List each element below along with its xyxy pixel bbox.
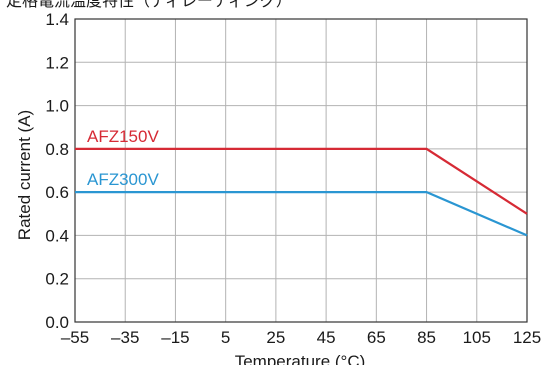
x-tick-label: –55 <box>61 328 89 347</box>
y-tick-label: 0.2 <box>45 270 69 289</box>
x-tick-label: 85 <box>417 328 436 347</box>
y-tick-label: 0.6 <box>45 183 69 202</box>
series-label-afz300v: AFZ300V <box>87 170 159 189</box>
x-tick-label: 105 <box>463 328 491 347</box>
x-tick-label: 65 <box>367 328 386 347</box>
plot-frame <box>74 18 528 323</box>
y-tick-label: 0.4 <box>45 226 69 245</box>
x-tick-label: –35 <box>111 328 139 347</box>
series-line-afz150v <box>75 147 528 215</box>
x-axis-title: Temperature (°C) <box>235 352 366 365</box>
y-tick-label: 0.8 <box>45 140 69 159</box>
tick-labels: –55 –35 –15 5 25 45 65 85 105 125 0.0 0.2 0.4 0.6 0.8 1… <box>45 10 541 347</box>
x-tick-label: –15 <box>161 328 189 347</box>
x-tick-label: 25 <box>266 328 285 347</box>
x-tick-label: 45 <box>317 328 336 347</box>
chart-title: 定格電流温度特性（ディレーティング） <box>6 0 292 10</box>
y-tick-label: 1.0 <box>45 97 69 116</box>
series-layer: AFZ150V AFZ300V <box>74 127 528 237</box>
series-label-afz150v: AFZ150V <box>87 127 159 146</box>
y-axis-title: Rated current (A) <box>15 110 34 240</box>
series-line-afz300v <box>75 191 528 237</box>
y-tick-label: 1.2 <box>45 53 69 72</box>
y-tick-label: 1.4 <box>45 10 69 29</box>
y-tick-label: 0.0 <box>45 313 69 332</box>
x-tick-label: 5 <box>221 328 230 347</box>
x-tick-label: 125 <box>513 328 541 347</box>
